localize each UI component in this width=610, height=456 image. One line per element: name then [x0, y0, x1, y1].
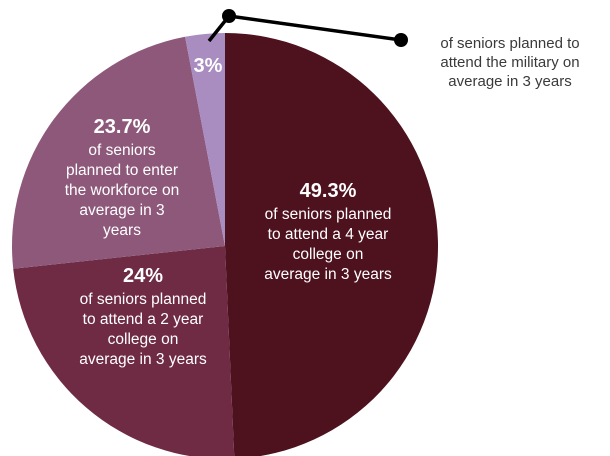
- slice-percent-label-1: 24%: [123, 265, 163, 287]
- slice-description-1: of seniors planned to attend a 2 year coll…: [79, 291, 207, 368]
- callout-military: of seniors planned to attend the military…: [207, 9, 580, 90]
- pie-labels: 49.3% of seniors planned to attend a 4 yea…: [65, 55, 392, 368]
- pie-slice-0: [225, 33, 438, 456]
- pie-slices: [11, 33, 438, 456]
- pie-slice-3: [185, 33, 225, 246]
- slice-percent-label-3: 3%: [194, 55, 223, 77]
- pie-slice-1: [13, 246, 235, 456]
- callout-dot-end: [394, 33, 408, 47]
- slice-description-2: of seniors planned to enter the workforce …: [65, 142, 180, 239]
- callout-dot-start: [222, 9, 236, 23]
- slice-percent-label-0: 49.3%: [300, 180, 357, 202]
- pie-slice-2: [11, 36, 225, 269]
- slice-percent-label-2: 23.7%: [94, 116, 151, 138]
- callout-description: of seniors planned to attend the military…: [440, 35, 579, 90]
- slice-description-0: of seniors planned to attend a 4 year coll…: [264, 206, 392, 283]
